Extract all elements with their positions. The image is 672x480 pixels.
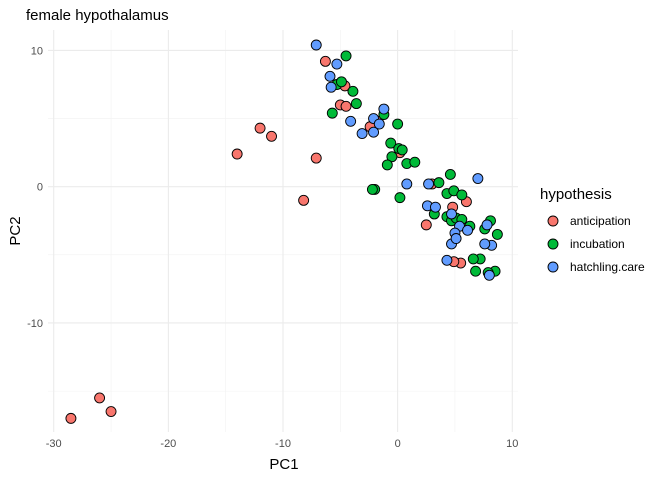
point-incubation	[340, 50, 352, 62]
point-incubation	[347, 85, 359, 97]
point-hatchling-care	[368, 126, 380, 138]
point-hatchling-care	[324, 70, 336, 82]
point-incubation	[336, 76, 347, 88]
point-anticipation	[298, 194, 310, 206]
point-hatchling-care	[373, 118, 385, 130]
point-hatchling-care	[441, 254, 453, 266]
point-hatchling-care	[310, 39, 322, 51]
point-incubation	[409, 156, 421, 168]
point-anticipation	[254, 122, 266, 134]
legend-key-incubation	[547, 238, 559, 250]
point-incubation	[444, 168, 456, 180]
point-hatchling-care	[345, 115, 357, 127]
point-hatchling-care	[331, 58, 343, 70]
x-tick-label: -30	[46, 438, 62, 450]
point-incubation	[456, 189, 468, 201]
point-anticipation	[340, 100, 352, 112]
point-hatchling-care	[430, 201, 441, 213]
point-incubation	[326, 107, 338, 119]
legend-key-hatchling-care	[547, 261, 559, 273]
point-incubation	[470, 265, 482, 277]
y-axis-title: PC2	[7, 216, 24, 245]
point-incubation	[366, 183, 378, 195]
point-hatchling-care	[378, 103, 390, 115]
x-tick-label: 0	[395, 438, 401, 450]
point-incubation	[350, 98, 362, 110]
point-hatchling-care	[462, 224, 474, 236]
point-hatchling-care	[479, 238, 491, 250]
point-incubation	[467, 253, 479, 265]
point-anticipation	[310, 152, 322, 164]
point-anticipation	[266, 130, 277, 142]
y-tick-label: 0	[37, 182, 43, 194]
point-hatchling-care	[483, 269, 495, 281]
point-hatchling-care	[356, 128, 368, 140]
point-anticipation	[420, 219, 432, 231]
point-anticipation	[231, 148, 243, 160]
point-hatchling-care	[401, 178, 413, 190]
point-incubation	[392, 118, 404, 130]
legend-items: anticipation incubation hatchling.care	[547, 214, 645, 274]
point-hatchling-care	[450, 233, 462, 244]
x-tick-label: -10	[275, 438, 291, 450]
legend-label: incubation	[570, 237, 625, 251]
x-tick-label: 10	[506, 438, 518, 450]
point-hatchling-care	[446, 208, 457, 220]
point-hatchling-care	[472, 173, 484, 184]
point-incubation	[396, 144, 408, 156]
grid-lines	[48, 30, 518, 432]
axis-ticks: -30 -20 -10 0 10 -10 0 10	[27, 45, 518, 450]
point-anticipation	[94, 392, 106, 404]
point-incubation	[394, 192, 406, 204]
data-points	[65, 39, 503, 424]
point-anticipation	[65, 412, 77, 424]
point-hatchling-care	[423, 178, 435, 190]
y-tick-label: 10	[31, 45, 43, 57]
point-anticipation	[105, 406, 117, 418]
legend-key-anticipation	[547, 215, 559, 227]
y-tick-label: -10	[27, 318, 43, 330]
point-hatchling-care	[481, 219, 493, 231]
point-anticipation	[319, 55, 331, 67]
point-incubation	[381, 159, 393, 171]
legend-label: anticipation	[570, 214, 631, 228]
point-incubation	[433, 177, 445, 189]
point-incubation	[491, 228, 503, 240]
legend-title: hypothesis	[540, 186, 612, 203]
legend: hypothesis anticipation incubation hatchli…	[540, 186, 645, 274]
point-hatchling-care	[325, 81, 337, 93]
point-incubation	[385, 137, 397, 149]
point-incubation	[386, 151, 398, 163]
chart-title: female hypothalamus	[26, 7, 169, 24]
x-axis-title: PC1	[269, 456, 298, 473]
x-tick-label: -20	[160, 438, 176, 450]
legend-label: hatchling.care	[570, 260, 645, 274]
